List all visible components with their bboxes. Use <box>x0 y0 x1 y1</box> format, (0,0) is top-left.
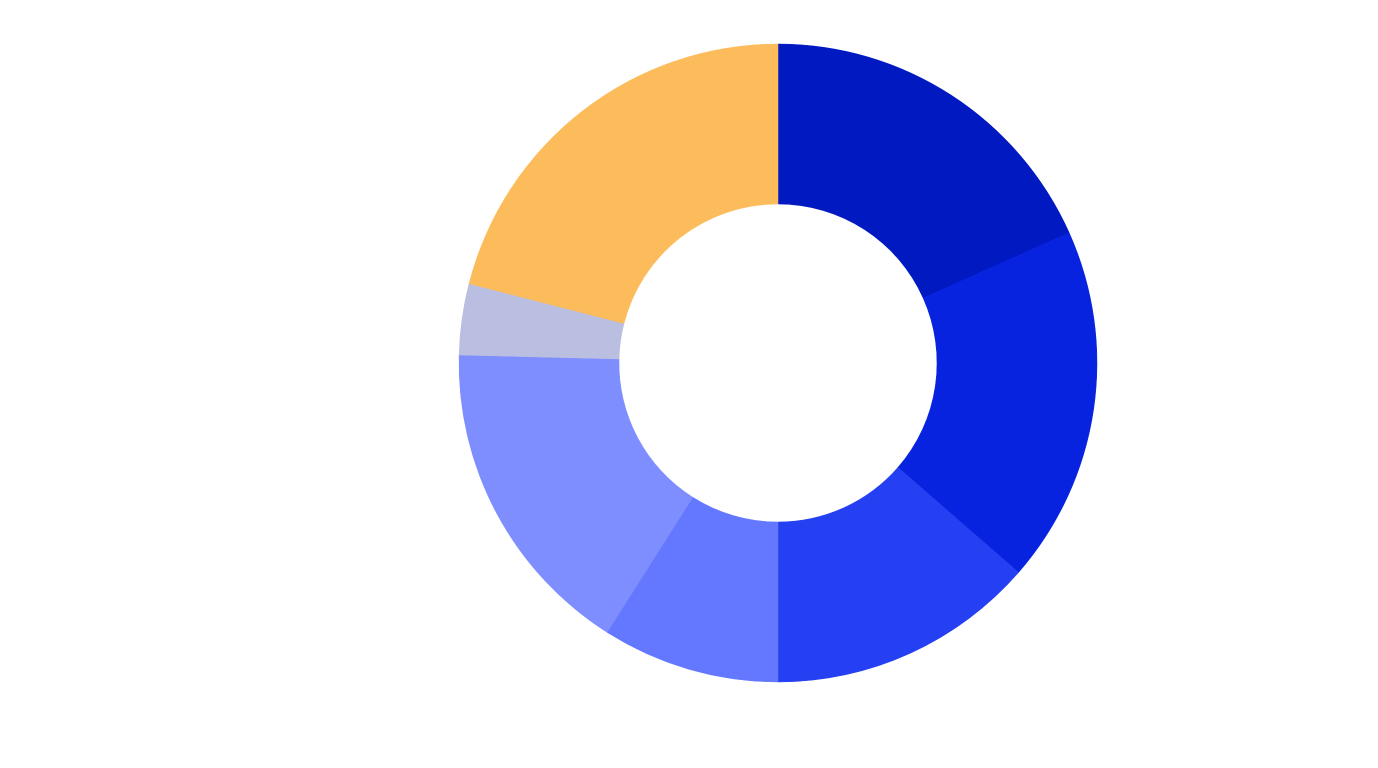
donut-slice <box>897 232 1098 573</box>
donut-slice <box>458 354 694 633</box>
donut-slice <box>468 43 779 324</box>
donut-slice <box>777 43 1070 299</box>
donut-slice <box>777 467 1019 683</box>
